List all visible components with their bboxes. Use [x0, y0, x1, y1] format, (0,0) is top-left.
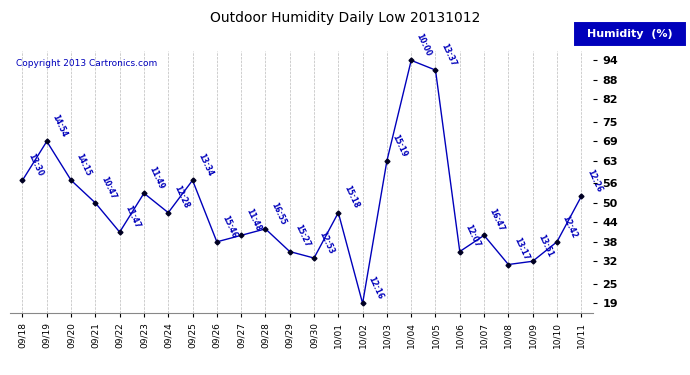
- Text: 13:51: 13:51: [536, 233, 555, 259]
- Text: 15:18: 15:18: [342, 184, 360, 210]
- Text: 12:26: 12:26: [585, 168, 603, 194]
- Text: 15:46: 15:46: [221, 214, 239, 239]
- Text: 13:17: 13:17: [512, 236, 531, 262]
- Text: 12:07: 12:07: [464, 223, 482, 249]
- Text: 12:28: 12:28: [172, 184, 190, 210]
- Text: 12:42: 12:42: [560, 214, 579, 239]
- Text: 11:47: 11:47: [124, 204, 141, 230]
- Text: Outdoor Humidity Daily Low 20131012: Outdoor Humidity Daily Low 20131012: [210, 11, 480, 25]
- Text: 10:00: 10:00: [415, 32, 433, 58]
- Text: 16:47: 16:47: [488, 207, 506, 233]
- Text: 12:53: 12:53: [317, 230, 336, 255]
- Text: 15:19: 15:19: [391, 133, 409, 158]
- Text: 11:49: 11:49: [148, 165, 166, 190]
- Text: 11:48: 11:48: [245, 207, 263, 233]
- Text: Copyright 2013 Cartronics.com: Copyright 2013 Cartronics.com: [16, 58, 157, 68]
- Text: 13:37: 13:37: [439, 42, 457, 68]
- Text: 10:47: 10:47: [99, 175, 117, 200]
- Text: 13:30: 13:30: [26, 152, 44, 178]
- Text: Humidity  (%): Humidity (%): [586, 29, 673, 39]
- Text: 16:55: 16:55: [269, 201, 287, 226]
- Text: 12:16: 12:16: [366, 275, 384, 301]
- Text: 14:54: 14:54: [50, 113, 69, 139]
- Text: 13:34: 13:34: [196, 152, 215, 178]
- Text: 15:27: 15:27: [293, 223, 312, 249]
- Text: 14:15: 14:15: [75, 152, 93, 178]
